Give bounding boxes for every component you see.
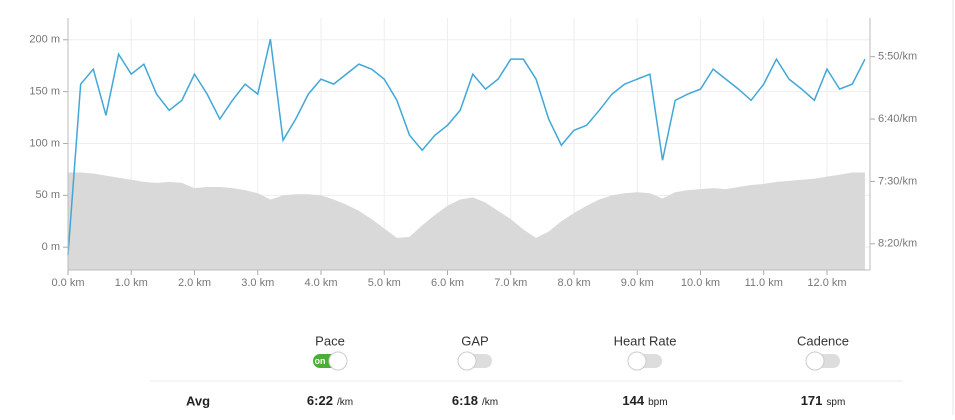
x-tick-label: 2.0 km (178, 277, 211, 289)
x-tick-label: 3.0 km (241, 277, 274, 289)
avg-label: Avg (186, 393, 210, 408)
toggle-knob (328, 351, 348, 371)
toggle-label: GAP (461, 333, 488, 348)
x-tick-label: 11.0 km (745, 277, 783, 289)
avg-number: 6:22 (307, 393, 333, 408)
pace-line (67, 39, 866, 256)
x-tick-label: 7.0 km (494, 277, 527, 289)
y2-tick-label: 8:20/km (878, 238, 917, 250)
toggle-label: Pace (315, 333, 345, 348)
avg-number: 171 (801, 393, 823, 408)
x-tick-label: 12.0 km (807, 277, 846, 289)
toggle-knob (457, 351, 477, 371)
toggle-label: Heart Rate (614, 333, 677, 348)
avg-unit: bpm (648, 397, 667, 408)
toggle[interactable] (627, 351, 662, 371)
y-tick-label: 150 m (29, 86, 60, 98)
avg-unit: /km (337, 397, 353, 408)
toggle[interactable] (805, 351, 840, 371)
toggle-knob (627, 351, 647, 371)
x-tick-label: 0.0 km (51, 277, 84, 289)
y-tick-label: 50 m (36, 189, 60, 201)
toggle-state: on (315, 356, 326, 366)
x-tick-label: 5.0 km (368, 277, 401, 289)
avg-value: 6:18/km (452, 393, 498, 408)
avg-number: 144 (622, 393, 644, 408)
x-tick-label: 6.0 km (431, 277, 464, 289)
elevation-area (68, 172, 865, 270)
avg-number: 6:18 (452, 393, 478, 408)
toggle[interactable] (457, 351, 492, 371)
toggle-label: Cadence (797, 333, 849, 348)
avg-unit: /km (482, 397, 498, 408)
y-tick-label: 200 m (29, 34, 60, 46)
avg-value: 171 spm (801, 393, 846, 408)
y2-tick-label: 6:40/km (878, 113, 917, 125)
x-tick-label: 8.0 km (557, 277, 590, 289)
y2-tick-label: 5:50/km (878, 51, 917, 63)
avg-value: 144 bpm (622, 393, 667, 408)
y-tick-label: 0 m (42, 241, 60, 253)
toggle-knob (805, 351, 825, 371)
avg-value: 6:22/km (307, 393, 353, 408)
x-tick-label: 4.0 km (304, 277, 337, 289)
x-tick-label: 10.0 km (681, 277, 720, 289)
y-tick-label: 100 m (29, 137, 60, 149)
x-tick-label: 1.0 km (115, 277, 148, 289)
avg-unit: spm (826, 397, 845, 408)
x-tick-label: 9.0 km (621, 277, 654, 289)
y2-tick-label: 7:30/km (878, 175, 917, 187)
toggle[interactable]: on (313, 351, 348, 371)
